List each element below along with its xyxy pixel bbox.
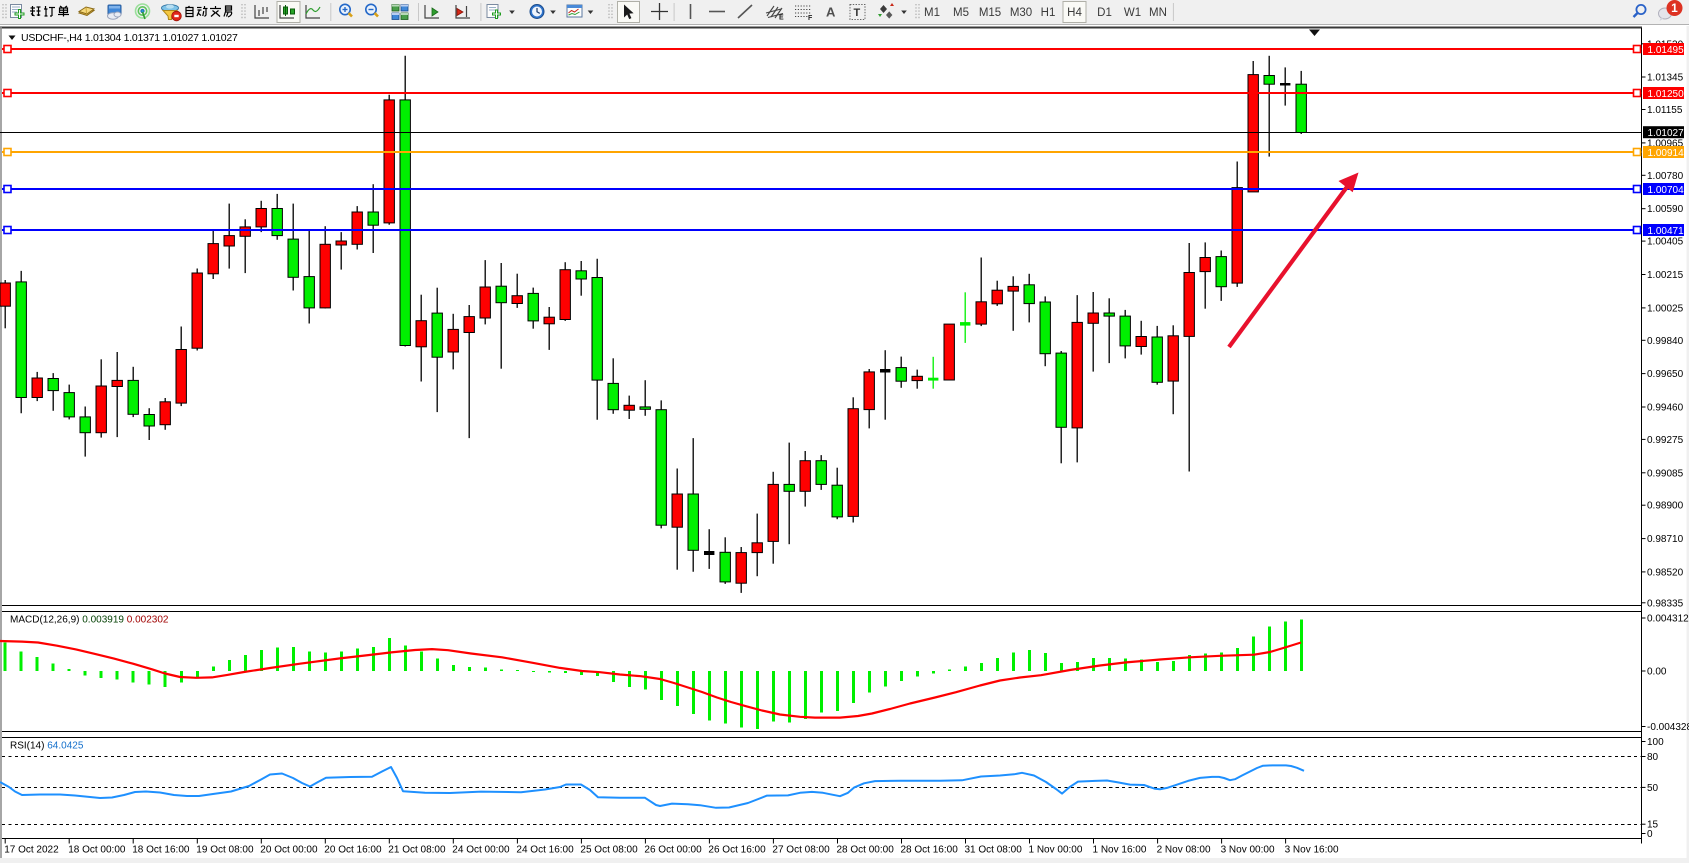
svg-text:18 Oct 16:00: 18 Oct 16:00 <box>132 845 190 856</box>
svg-text:0.99840: 0.99840 <box>1647 336 1684 347</box>
svg-text:17 Oct 2022: 17 Oct 2022 <box>4 845 59 856</box>
svg-text:1.01345: 1.01345 <box>1647 73 1684 84</box>
svg-text:0.99650: 0.99650 <box>1647 369 1684 380</box>
svg-text:MACD(12,26,9) 0.003919 0.00230: MACD(12,26,9) 0.003919 0.002302 <box>10 615 169 626</box>
svg-text:80: 80 <box>1647 752 1659 763</box>
svg-text:24 Oct 00:00: 24 Oct 00:00 <box>452 845 510 856</box>
svg-text:100: 100 <box>1647 737 1664 748</box>
svg-text:0.004312: 0.004312 <box>1647 614 1689 625</box>
svg-text:RSI(14) 64.0425: RSI(14) 64.0425 <box>10 741 84 752</box>
svg-text:W1: W1 <box>1124 7 1141 19</box>
svg-text:M15: M15 <box>979 7 1001 19</box>
svg-text:0.98520: 0.98520 <box>1647 567 1684 578</box>
svg-text:19 Oct 08:00: 19 Oct 08:00 <box>196 845 254 856</box>
svg-text:26 Oct 00:00: 26 Oct 00:00 <box>644 845 702 856</box>
svg-text:F: F <box>808 15 813 22</box>
svg-text:M5: M5 <box>953 7 969 19</box>
svg-text:1.00215: 1.00215 <box>1647 270 1684 281</box>
svg-text:0.98710: 0.98710 <box>1647 534 1684 545</box>
svg-text:1 Nov 00:00: 1 Nov 00:00 <box>1029 845 1083 856</box>
svg-text:1 Nov 16:00: 1 Nov 16:00 <box>1093 845 1147 856</box>
svg-text:1.01027: 1.01027 <box>1648 128 1685 139</box>
svg-text:1.00704: 1.00704 <box>1648 185 1685 196</box>
svg-text:1.01155: 1.01155 <box>1647 105 1683 116</box>
svg-text:USDCHF-,H4 1.01304 1.01371 1.: USDCHF-,H4 1.01304 1.01371 1.01027 1.010… <box>21 32 238 44</box>
svg-text:20 Oct 16:00: 20 Oct 16:00 <box>324 845 382 856</box>
svg-text:0: 0 <box>1647 829 1653 840</box>
svg-text:H1: H1 <box>1041 7 1056 19</box>
svg-text:25 Oct 08:00: 25 Oct 08:00 <box>580 845 638 856</box>
svg-text:1: 1 <box>1671 1 1678 15</box>
svg-text:27 Oct 08:00: 27 Oct 08:00 <box>772 845 830 856</box>
svg-text:0.00: 0.00 <box>1647 667 1667 678</box>
svg-text:1.01250: 1.01250 <box>1648 89 1685 100</box>
svg-text:28 Oct 16:00: 28 Oct 16:00 <box>901 845 959 856</box>
svg-text:1.01495: 1.01495 <box>1648 45 1685 56</box>
svg-text:3 Nov 00:00: 3 Nov 00:00 <box>1221 845 1275 856</box>
svg-text:21 Oct 08:00: 21 Oct 08:00 <box>388 845 446 856</box>
svg-text:18 Oct 00:00: 18 Oct 00:00 <box>68 845 126 856</box>
svg-text:0.99460: 0.99460 <box>1647 403 1684 414</box>
svg-text:E: E <box>779 15 784 22</box>
svg-text:1.00965: 1.00965 <box>1647 138 1684 149</box>
svg-text:3 Nov 16:00: 3 Nov 16:00 <box>1285 845 1339 856</box>
svg-text:M1: M1 <box>924 7 940 19</box>
svg-text:1.00405: 1.00405 <box>1647 237 1684 248</box>
svg-text:1.00914: 1.00914 <box>1648 148 1685 159</box>
svg-text:D1: D1 <box>1097 7 1112 19</box>
svg-text:24 Oct 16:00: 24 Oct 16:00 <box>516 845 574 856</box>
svg-text:0.99275: 0.99275 <box>1647 435 1684 446</box>
svg-text:0.98900: 0.98900 <box>1647 501 1684 512</box>
svg-text:0.99085: 0.99085 <box>1647 468 1684 479</box>
svg-text:0.98335: 0.98335 <box>1647 598 1684 609</box>
svg-text:2 Nov 08:00: 2 Nov 08:00 <box>1157 845 1211 856</box>
svg-text:A: A <box>826 5 836 20</box>
svg-text:1.00590: 1.00590 <box>1647 204 1684 215</box>
svg-text:1.00780: 1.00780 <box>1647 171 1684 182</box>
svg-text:H4: H4 <box>1067 7 1082 19</box>
svg-text:15: 15 <box>1647 820 1659 831</box>
svg-text:26 Oct 16:00: 26 Oct 16:00 <box>708 845 766 856</box>
svg-text:MN: MN <box>1149 7 1167 19</box>
svg-text:20 Oct 00:00: 20 Oct 00:00 <box>260 845 318 856</box>
svg-text:T: T <box>854 7 861 19</box>
svg-text:31 Oct 08:00: 31 Oct 08:00 <box>965 845 1023 856</box>
svg-text:50: 50 <box>1647 783 1659 794</box>
svg-text:28 Oct 00:00: 28 Oct 00:00 <box>837 845 895 856</box>
svg-text:M30: M30 <box>1010 7 1032 19</box>
svg-text:1.00471: 1.00471 <box>1648 226 1685 237</box>
svg-text:1.00025: 1.00025 <box>1647 303 1684 314</box>
svg-text:-0.004328: -0.004328 <box>1647 722 1689 733</box>
